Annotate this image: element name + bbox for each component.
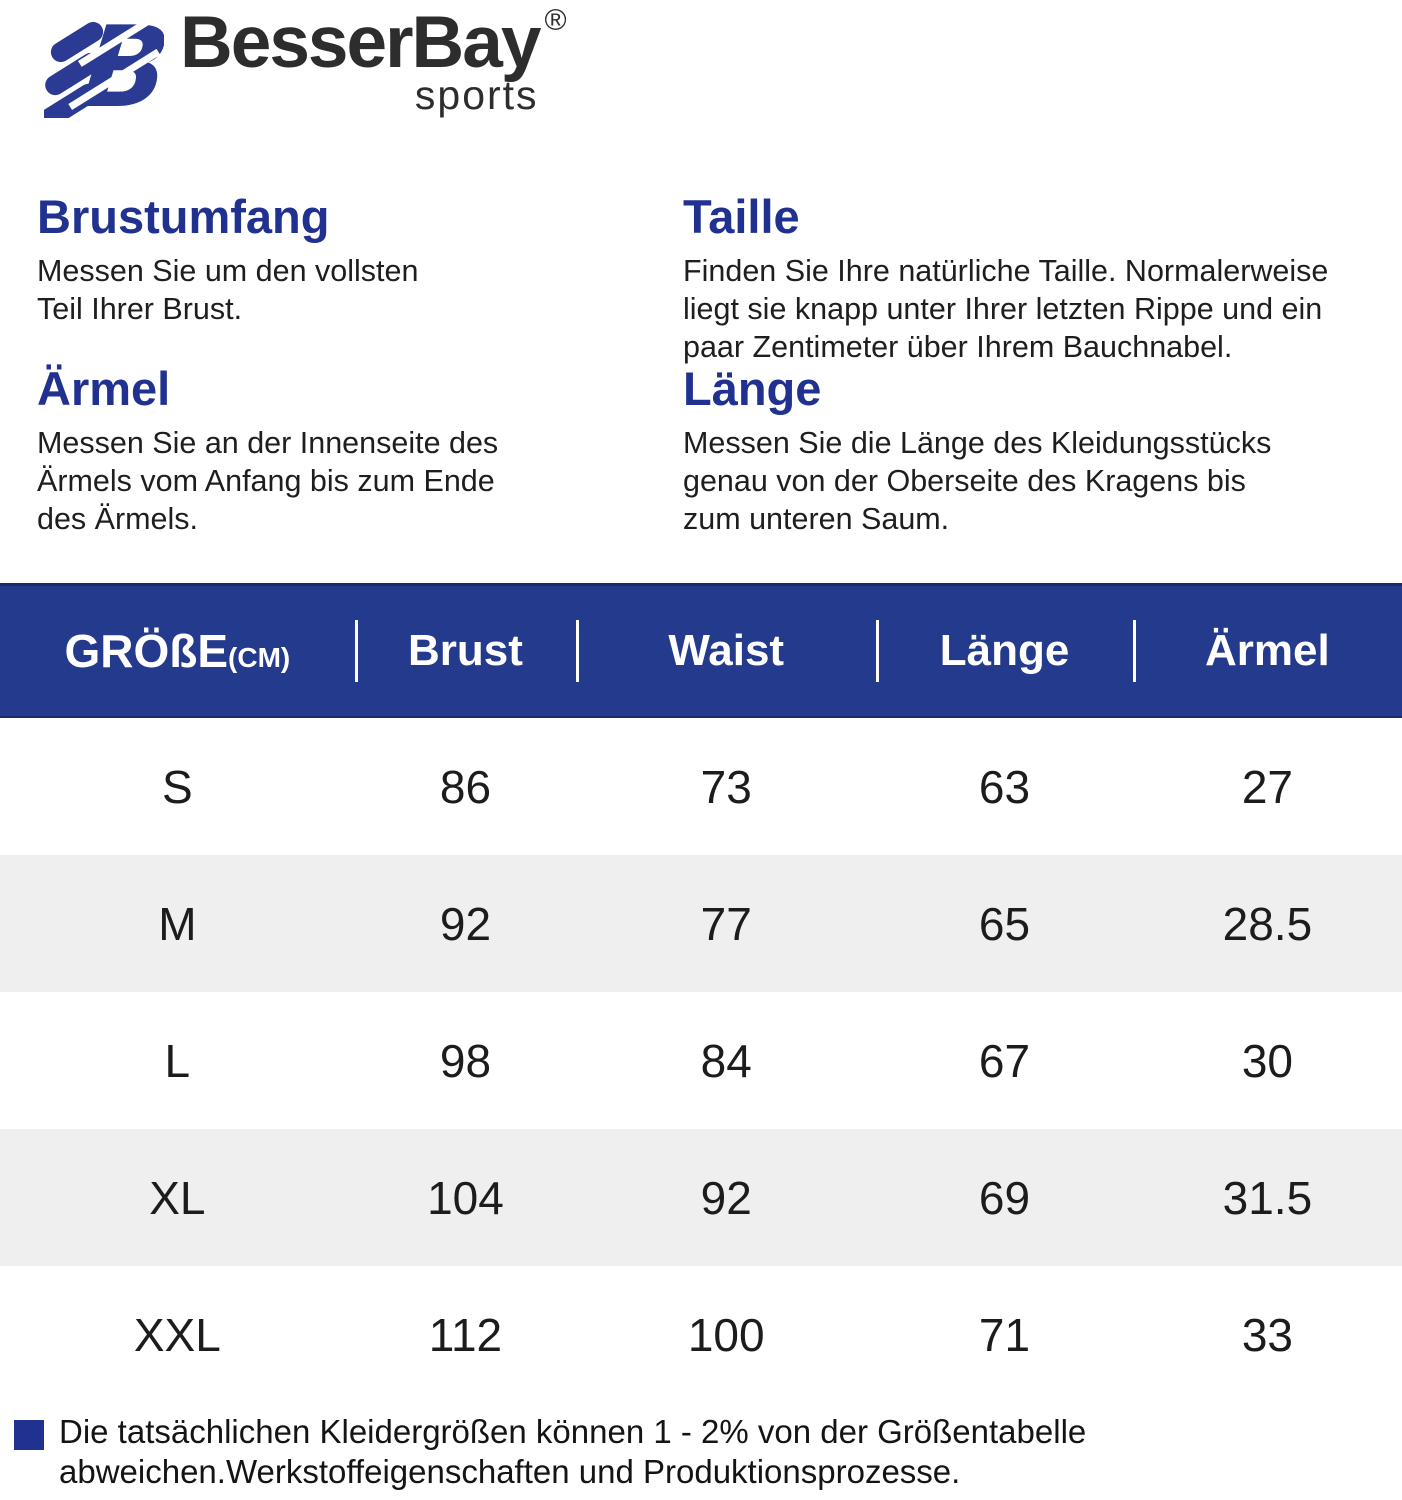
cell-aermel: 30 [1241, 1034, 1293, 1087]
cell-laenge: 71 [978, 1308, 1031, 1361]
section-title: Taille [683, 190, 800, 243]
cell-brust: 86 [439, 760, 492, 813]
section-title: Ärmel [37, 362, 171, 415]
brand-logo: B BesserBay ® sports [44, 6, 567, 118]
footnote: Die tatsächlichen Kleidergrößen können 1… [14, 1412, 1394, 1492]
cell-size: M [158, 897, 197, 950]
header-groesse-unit: (CM) [228, 642, 291, 673]
cell-laenge: 69 [978, 1171, 1031, 1224]
cell-brust: 112 [428, 1308, 503, 1361]
header-groesse-label: GRÖßE [64, 625, 229, 677]
cell-aermel: 33 [1241, 1308, 1293, 1361]
cell-waist: 100 [687, 1308, 765, 1361]
cell-size: XXL [133, 1308, 221, 1361]
section-title: Länge [683, 362, 822, 415]
besserbay-b-icon: B [44, 6, 164, 118]
cell-waist: 77 [700, 897, 752, 950]
cell-aermel: 27 [1241, 760, 1293, 813]
brand-logo-text: BesserBay ® sports [180, 6, 567, 116]
table-row-s: S 86 73 63 27 [0, 717, 1402, 855]
section-taille: Taille Finden Sie Ihre natürliche Taille… [683, 192, 1398, 366]
cell-aermel: 31.5 [1222, 1171, 1313, 1224]
size-table: GRÖßE(CM) Brust Waist Länge Ärmel S 86 7… [0, 583, 1402, 1403]
cell-laenge: 63 [978, 760, 1031, 813]
footnote-text: Die tatsächlichen Kleidergrößen können 1… [59, 1413, 1087, 1490]
section-aermel: Ärmel Messen Sie an der Innenseite des Ä… [37, 364, 667, 538]
size-table-header: GRÖßE(CM) Brust Waist Länge Ärmel [0, 583, 1402, 718]
table-row-l: L 98 84 67 30 [0, 992, 1402, 1129]
table-row-m: M 92 77 65 28.5 [0, 855, 1402, 992]
section-body: Finden Sie Ihre natürliche Taille. Norma… [683, 254, 1329, 365]
section-title: Brustumfang [37, 190, 330, 243]
header-aermel: Ärmel [1132, 583, 1402, 718]
header-groesse: GRÖßE(CM) [0, 583, 355, 718]
cell-waist: 92 [700, 1171, 752, 1224]
table-row-xxl: XXL 112 100 71 33 [0, 1266, 1402, 1403]
section-laenge: Länge Messen Sie die Länge des Kleidungs… [683, 364, 1398, 538]
cell-aermel: 28.5 [1222, 897, 1313, 950]
cell-brust: 104 [427, 1171, 504, 1224]
header-waist: Waist [576, 583, 877, 718]
cell-brust: 92 [439, 897, 492, 950]
cell-size: L [164, 1034, 191, 1087]
section-brustumfang: Brustumfang Messen Sie um den vollsten T… [37, 192, 667, 328]
registered-trademark-icon: ® [544, 4, 567, 37]
cell-brust: 98 [439, 1034, 492, 1087]
brand-subname: sports [414, 72, 539, 118]
cell-laenge: 67 [978, 1034, 1031, 1087]
square-bullet-icon [14, 1420, 44, 1450]
cell-size: S [162, 760, 193, 813]
table-row-xl: XL 104 92 69 31.5 [0, 1129, 1402, 1266]
cell-laenge: 65 [978, 897, 1031, 950]
header-laenge: Länge [876, 583, 1133, 718]
cell-size: XL [149, 1171, 206, 1224]
section-body: Messen Sie an der Innenseite des Ärmels … [37, 426, 499, 537]
cell-waist: 73 [700, 760, 752, 813]
header-brust: Brust [354, 583, 577, 718]
section-body: Messen Sie die Länge des Kleidungsstücks… [683, 426, 1272, 537]
svg-text:B: B [77, 6, 164, 118]
section-body: Messen Sie um den vollsten Teil Ihrer Br… [37, 254, 419, 327]
cell-waist: 84 [700, 1034, 752, 1087]
brand-name: BesserBay [180, 2, 541, 83]
